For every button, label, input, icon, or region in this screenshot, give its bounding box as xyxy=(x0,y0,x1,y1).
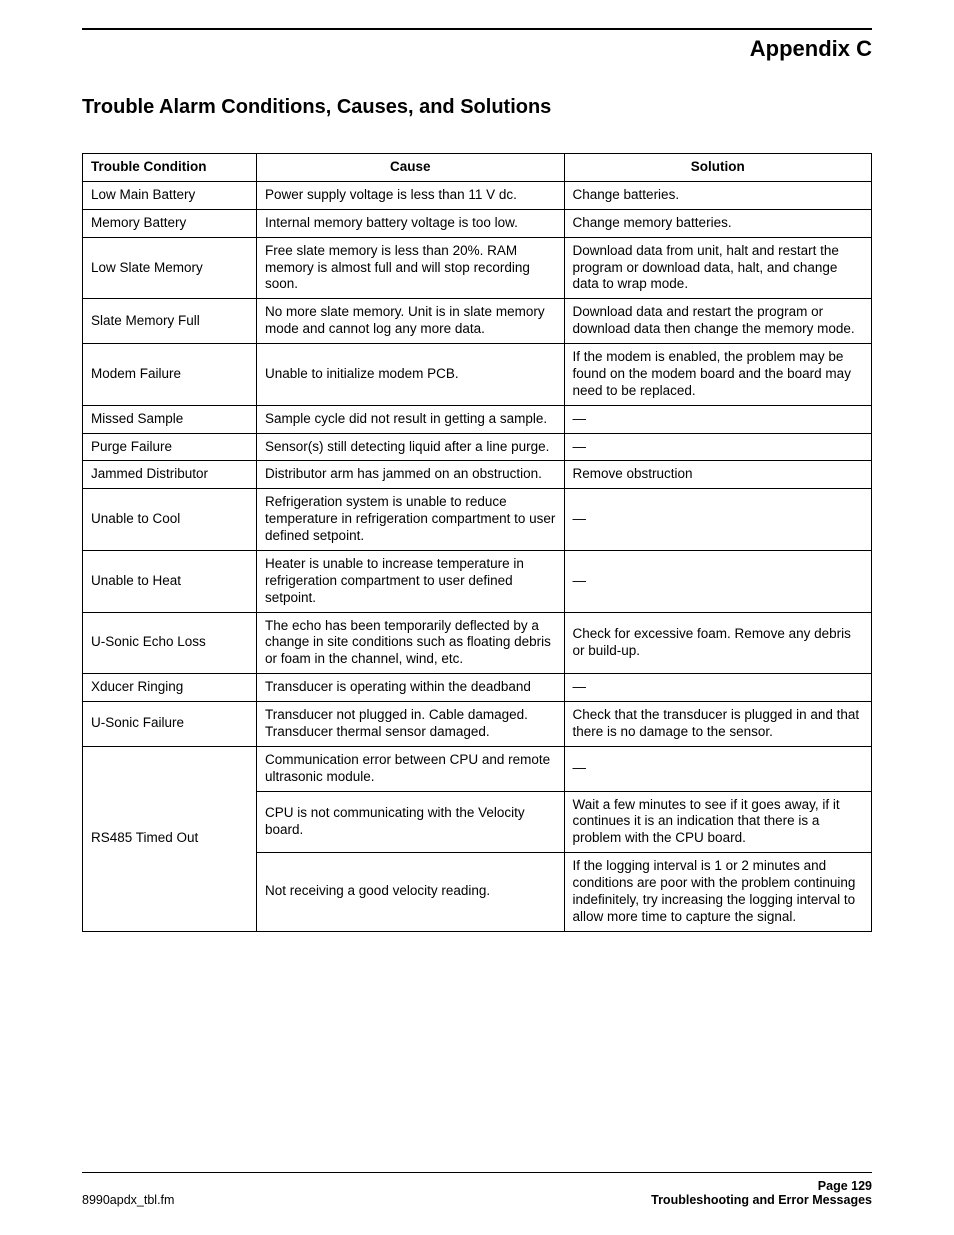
solution-cell: If the modem is enabled, the problem may… xyxy=(564,344,872,406)
table-row: Modem FailureUnable to initialize modem … xyxy=(83,344,872,406)
solution-cell: — xyxy=(564,405,872,433)
footer-filename: 8990apdx_tbl.fm xyxy=(82,1193,174,1207)
solution-cell: Change memory batteries. xyxy=(564,209,872,237)
condition-cell: U-Sonic Failure xyxy=(83,702,257,747)
cause-cell: Sensor(s) still detecting liquid after a… xyxy=(257,433,565,461)
cause-cell: Transducer not plugged in. Cable damaged… xyxy=(257,702,565,747)
table-row: Low Slate MemoryFree slate memory is les… xyxy=(83,237,872,299)
solution-cell: — xyxy=(564,674,872,702)
col-header-condition: Trouble Condition xyxy=(83,154,257,182)
table-row: Memory BatteryInternal memory battery vo… xyxy=(83,209,872,237)
solution-cell: — xyxy=(564,746,872,791)
solution-cell: Change batteries. xyxy=(564,181,872,209)
footer-rule xyxy=(82,1172,872,1173)
solution-cell: Wait a few minutes to see if it goes awa… xyxy=(564,791,872,853)
condition-cell: Low Main Battery xyxy=(83,181,257,209)
condition-cell: Low Slate Memory xyxy=(83,237,257,299)
condition-cell: Purge Failure xyxy=(83,433,257,461)
col-header-solution: Solution xyxy=(564,154,872,182)
solution-cell: Download data from unit, halt and restar… xyxy=(564,237,872,299)
table-row: Xducer RingingTransducer is operating wi… xyxy=(83,674,872,702)
trouble-table: Trouble Condition Cause Solution Low Mai… xyxy=(82,153,872,932)
solution-cell: Download data and restart the program or… xyxy=(564,299,872,344)
header-rule xyxy=(82,28,872,30)
solution-cell: — xyxy=(564,433,872,461)
table-row: Purge FailureSensor(s) still detecting l… xyxy=(83,433,872,461)
table-row: Unable to HeatHeater is unable to increa… xyxy=(83,550,872,612)
condition-cell: Unable to Cool xyxy=(83,489,257,551)
footer-section-name: Troubleshooting and Error Messages xyxy=(651,1193,872,1207)
table-row: RS485 Timed OutCommunication error betwe… xyxy=(83,746,872,791)
table-row: U-Sonic FailureTransducer not plugged in… xyxy=(83,702,872,747)
cause-cell: No more slate memory. Unit is in slate m… xyxy=(257,299,565,344)
page-footer: 8990apdx_tbl.fm Page 129 Troubleshooting… xyxy=(82,1172,872,1207)
cause-cell: Internal memory battery voltage is too l… xyxy=(257,209,565,237)
cause-cell: The echo has been temporarily deflected … xyxy=(257,612,565,674)
condition-cell: Modem Failure xyxy=(83,344,257,406)
table-row: Unable to CoolRefrigeration system is un… xyxy=(83,489,872,551)
cause-cell: Communication error between CPU and remo… xyxy=(257,746,565,791)
table-row: U-Sonic Echo LossThe echo has been tempo… xyxy=(83,612,872,674)
section-title: Trouble Alarm Conditions, Causes, and So… xyxy=(82,96,872,119)
solution-cell: — xyxy=(564,550,872,612)
footer-page-number: Page 129 xyxy=(651,1179,872,1193)
cause-cell: Unable to initialize modem PCB. xyxy=(257,344,565,406)
table-header-row: Trouble Condition Cause Solution xyxy=(83,154,872,182)
condition-cell: Xducer Ringing xyxy=(83,674,257,702)
cause-cell: Heater is unable to increase temperature… xyxy=(257,550,565,612)
cause-cell: CPU is not communicating with the Veloci… xyxy=(257,791,565,853)
condition-cell: Unable to Heat xyxy=(83,550,257,612)
condition-cell: RS485 Timed Out xyxy=(83,746,257,931)
table-row: Jammed DistributorDistributor arm has ja… xyxy=(83,461,872,489)
cause-cell: Refrigeration system is unable to reduce… xyxy=(257,489,565,551)
appendix-title: Appendix C xyxy=(82,36,872,62)
condition-cell: U-Sonic Echo Loss xyxy=(83,612,257,674)
solution-cell: — xyxy=(564,489,872,551)
table-row: Missed SampleSample cycle did not result… xyxy=(83,405,872,433)
cause-cell: Free slate memory is less than 20%. RAM … xyxy=(257,237,565,299)
solution-cell: Check for excessive foam. Remove any deb… xyxy=(564,612,872,674)
cause-cell: Not receiving a good velocity reading. xyxy=(257,853,565,932)
solution-cell: Check that the transducer is plugged in … xyxy=(564,702,872,747)
solution-cell: If the logging interval is 1 or 2 minute… xyxy=(564,853,872,932)
solution-cell: Remove obstruction xyxy=(564,461,872,489)
table-row: Low Main BatteryPower supply voltage is … xyxy=(83,181,872,209)
col-header-cause: Cause xyxy=(257,154,565,182)
condition-cell: Slate Memory Full xyxy=(83,299,257,344)
table-row: Slate Memory FullNo more slate memory. U… xyxy=(83,299,872,344)
condition-cell: Jammed Distributor xyxy=(83,461,257,489)
cause-cell: Sample cycle did not result in getting a… xyxy=(257,405,565,433)
cause-cell: Transducer is operating within the deadb… xyxy=(257,674,565,702)
cause-cell: Power supply voltage is less than 11 V d… xyxy=(257,181,565,209)
condition-cell: Memory Battery xyxy=(83,209,257,237)
cause-cell: Distributor arm has jammed on an obstruc… xyxy=(257,461,565,489)
condition-cell: Missed Sample xyxy=(83,405,257,433)
